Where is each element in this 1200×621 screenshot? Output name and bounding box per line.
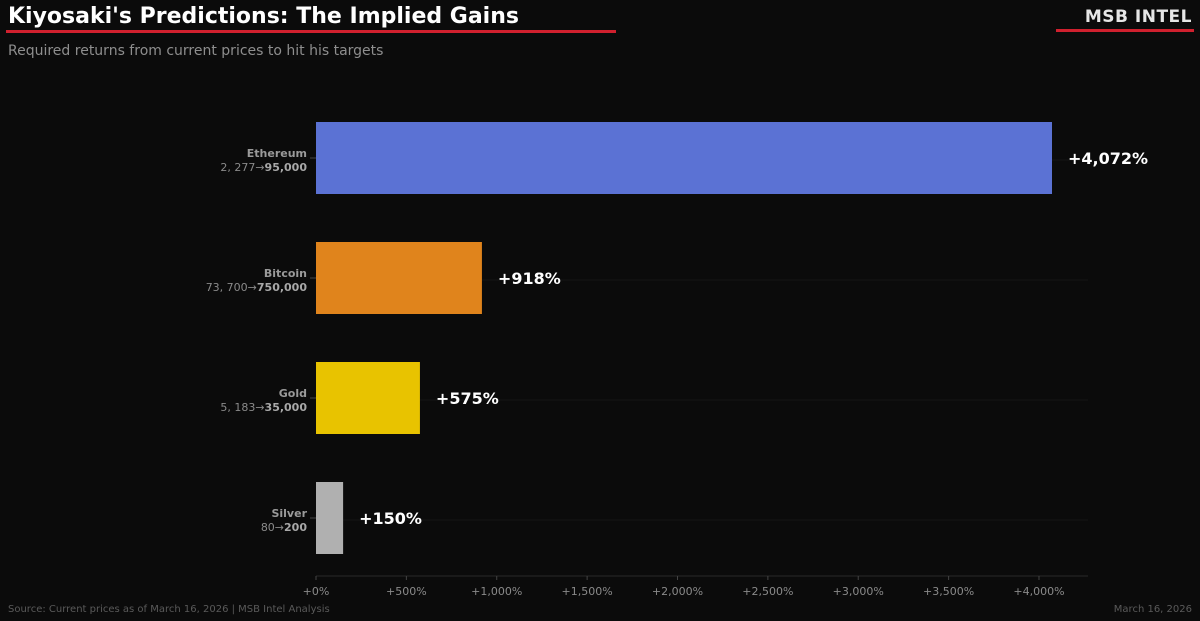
bar-gold xyxy=(316,362,420,434)
data-label-silver: +150% xyxy=(359,509,422,528)
data-label-gold: +575% xyxy=(436,389,499,408)
x-tick-label: +3,000% xyxy=(833,585,884,598)
chart-title: Kiyosaki's Predictions: The Implied Gain… xyxy=(8,4,519,29)
data-label-bitcoin: +918% xyxy=(498,269,561,288)
category-label-gold: Gold xyxy=(279,387,307,400)
data-label-ethereum: +4,072% xyxy=(1068,149,1148,168)
x-tick-label: +1,000% xyxy=(471,585,522,598)
price-range-label-silver: 80→200 xyxy=(261,521,308,534)
price-range-label-bitcoin: 73, 700→750,000 xyxy=(206,281,308,294)
brand-underline xyxy=(1056,29,1194,32)
bar-ethereum xyxy=(316,122,1052,194)
x-tick-label: +1,500% xyxy=(562,585,613,598)
x-tick-label: +3,500% xyxy=(923,585,974,598)
chart-subtitle: Required returns from current prices to … xyxy=(8,43,384,59)
x-tick-label: +4,000% xyxy=(1013,585,1064,598)
category-label-ethereum: Ethereum xyxy=(247,147,307,160)
x-tick-label: +2,500% xyxy=(742,585,793,598)
source-note: Source: Current prices as of March 16, 2… xyxy=(8,604,330,615)
footer-date: March 16, 2026 xyxy=(1113,604,1192,615)
bar-bitcoin xyxy=(316,242,482,314)
price-range-label-gold: 5, 183→35,000 xyxy=(220,401,307,414)
category-label-bitcoin: Bitcoin xyxy=(264,267,307,280)
bar-silver xyxy=(316,482,344,554)
x-tick-label: +0% xyxy=(303,585,330,598)
category-label-silver: Silver xyxy=(271,507,307,520)
brand-logo-text: MSB INTEL xyxy=(1084,7,1192,27)
x-tick-label: +500% xyxy=(386,585,427,598)
x-tick-label: +2,000% xyxy=(652,585,703,598)
price-range-label-ethereum: 2, 277→95,000 xyxy=(220,161,307,174)
title-underline xyxy=(6,30,616,33)
